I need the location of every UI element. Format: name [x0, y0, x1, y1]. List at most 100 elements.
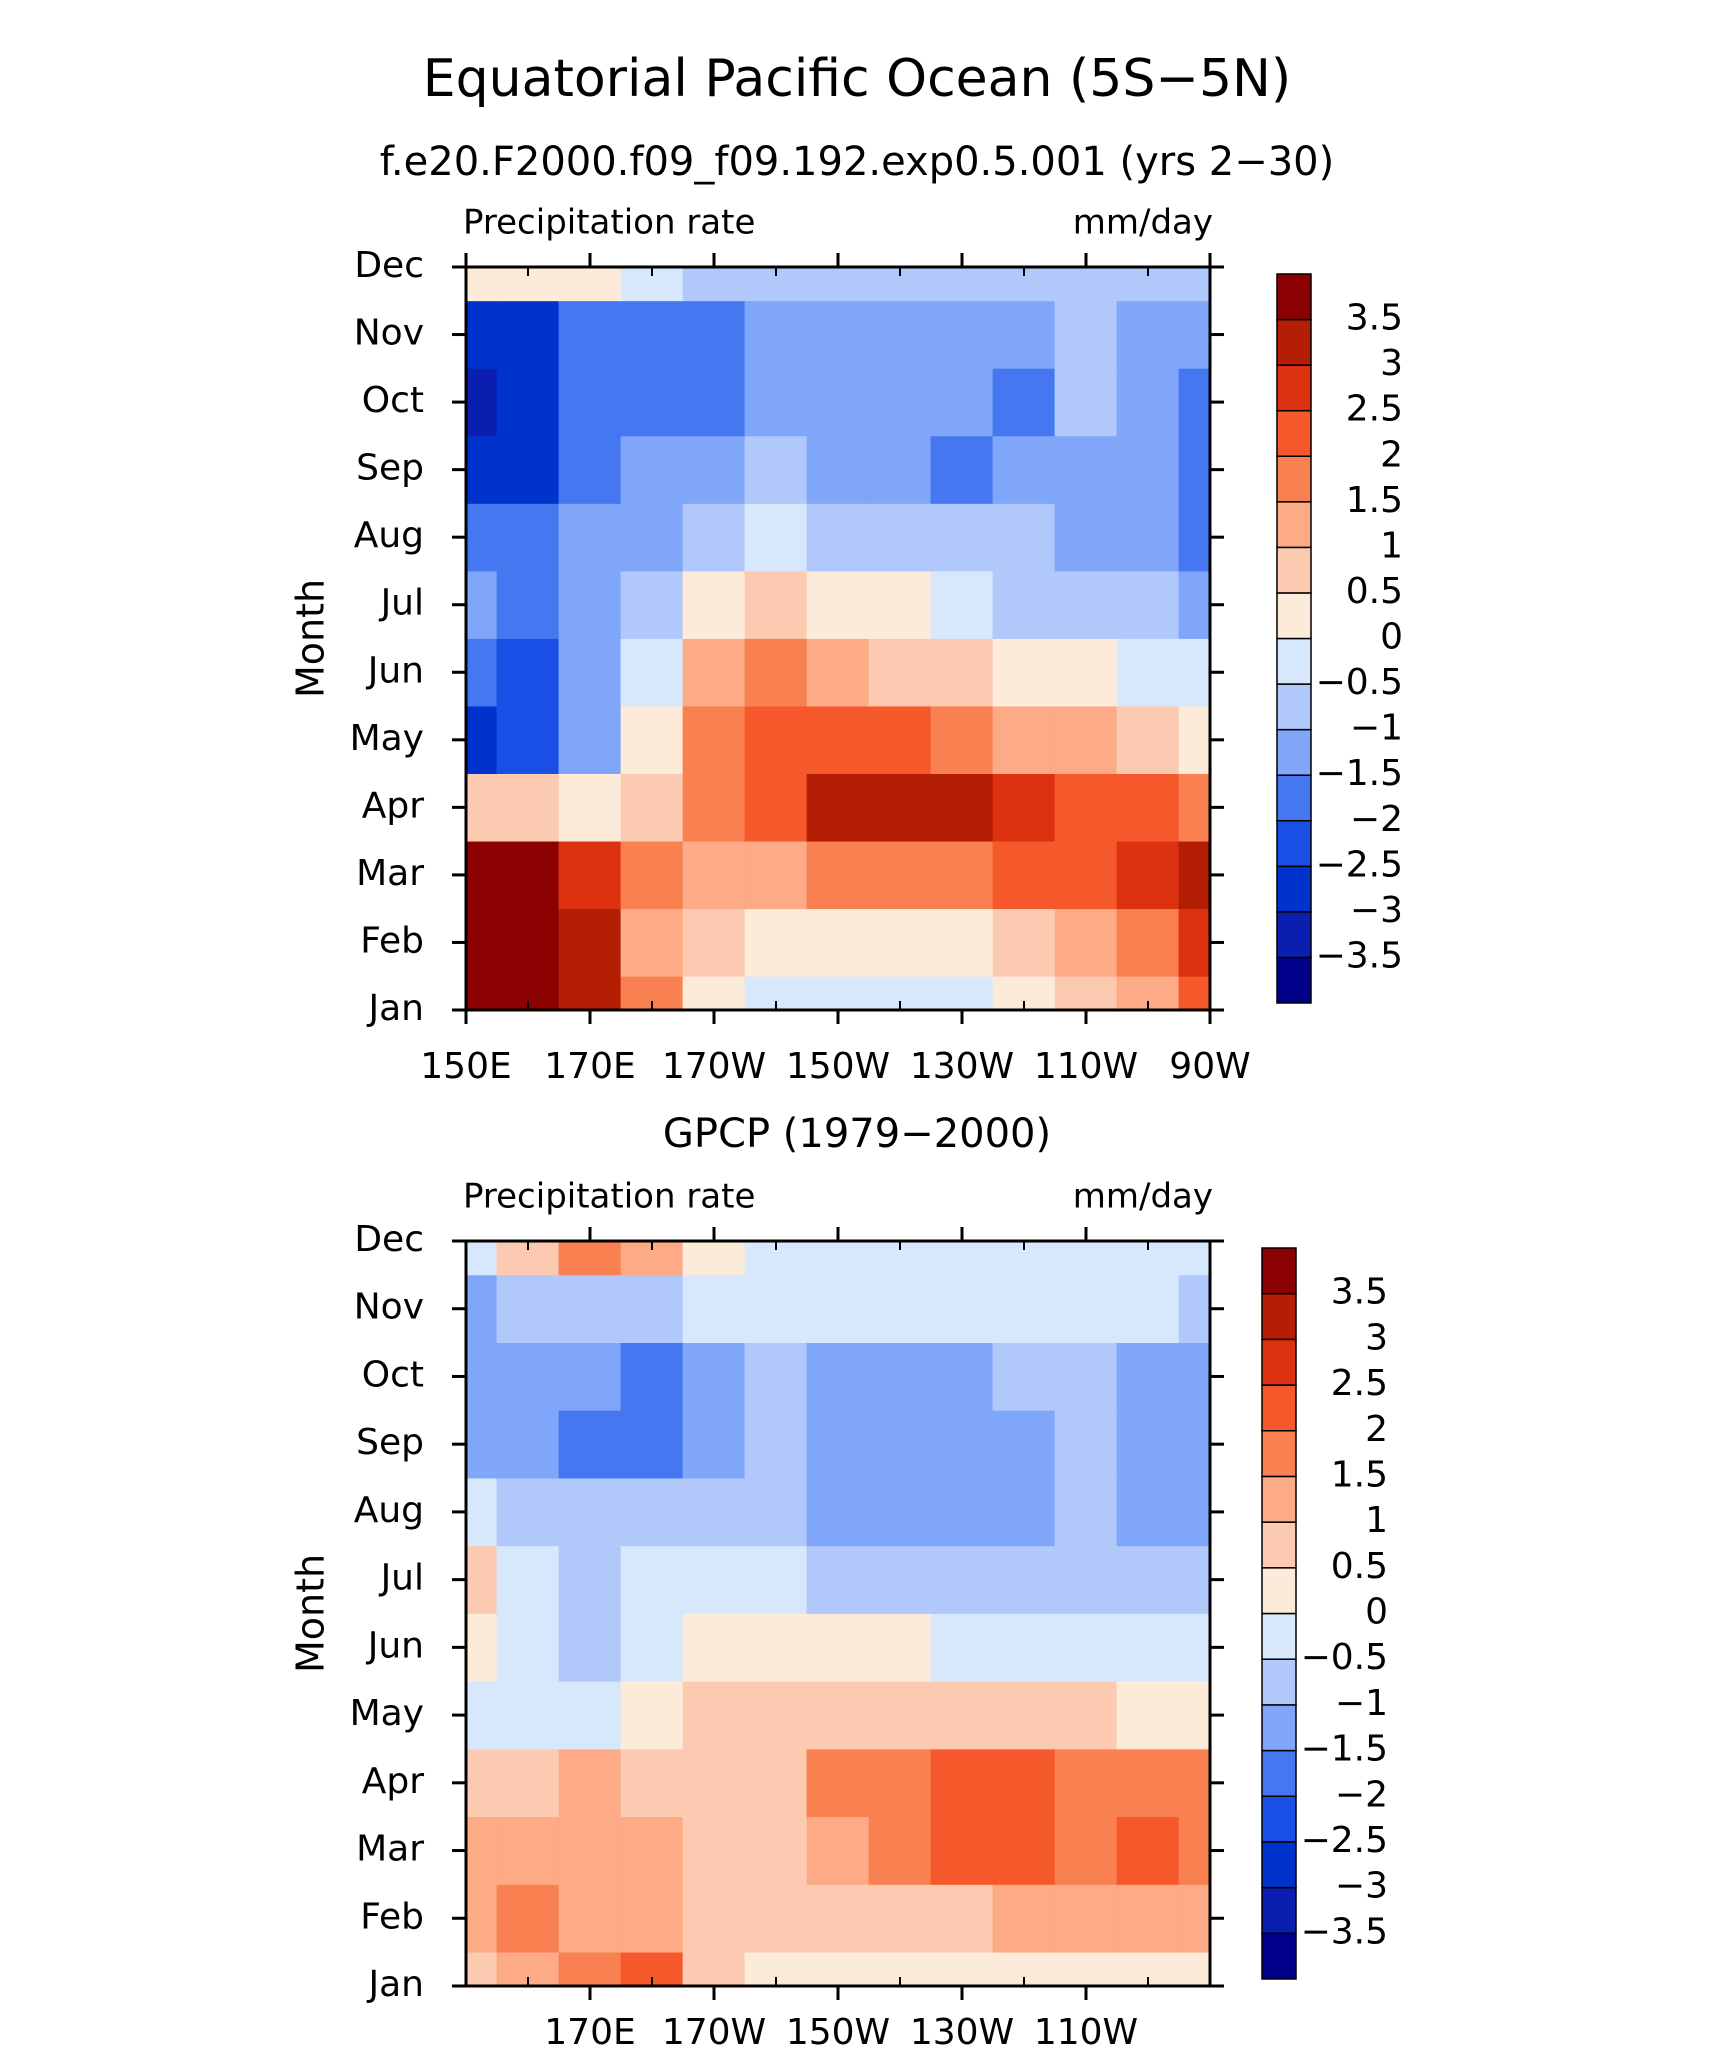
chart-subtitle: f.e20.F2000.f09_f09.192.exp0.5.001 (yrs … — [380, 139, 1334, 185]
x-tick-label: 170E — [544, 2012, 635, 2053]
contour-cell — [1178, 1409, 1211, 1479]
contour-cell — [1054, 1342, 1118, 1411]
contour-cell — [868, 1477, 932, 1547]
contour-cell — [806, 266, 870, 302]
colorbar-box — [1276, 273, 1312, 321]
y-tick-label: Aug — [354, 1490, 424, 1531]
contour-cell — [1116, 1477, 1180, 1547]
colorbar-label: −3 — [1350, 890, 1403, 931]
contour-cell — [558, 1680, 622, 1750]
contour-cell — [930, 1409, 994, 1479]
contour-cell — [868, 503, 932, 572]
contour-cell — [1054, 300, 1118, 369]
contour-cell — [465, 1680, 498, 1750]
contour-cell — [682, 1409, 746, 1479]
contour-cell — [806, 908, 870, 977]
contour-cell — [465, 705, 498, 774]
contour-cell — [682, 435, 746, 504]
contour-cell — [744, 435, 808, 504]
contour-cell — [465, 1613, 498, 1682]
contour-cell — [1054, 638, 1118, 707]
contour-cell — [806, 705, 870, 774]
contour-cell — [465, 975, 498, 1011]
contour-cell — [930, 638, 994, 707]
contour-cell — [744, 266, 808, 302]
contour-cell — [868, 367, 932, 437]
contour-cell — [1178, 705, 1211, 774]
contour-cell — [1116, 638, 1180, 707]
contour-cell — [1054, 1477, 1118, 1547]
colorbar-label: −1 — [1350, 708, 1403, 749]
contour-cell — [682, 1240, 746, 1276]
contour-cell — [682, 908, 746, 977]
contour-cell — [682, 503, 746, 572]
contour-cell — [465, 1884, 498, 1953]
y-tick-label: Jul — [379, 1558, 424, 1599]
contour-cell — [930, 773, 994, 842]
colorbar-box — [1261, 1932, 1297, 1980]
chart-title: Equatorial Pacific Ocean (5S−5N) — [423, 49, 1291, 109]
contour-cell — [930, 1477, 994, 1547]
contour-cell — [682, 840, 746, 910]
contour-cell — [806, 1884, 870, 1953]
contour-cell — [868, 300, 932, 369]
contour-cell — [682, 1884, 746, 1953]
contour-cell — [930, 1545, 994, 1614]
contour-cell — [682, 1951, 746, 1987]
contour-cell — [1116, 1816, 1180, 1885]
contour-cell — [1116, 1409, 1180, 1479]
contour-cell — [806, 1477, 870, 1547]
y-tick-label: Nov — [354, 313, 424, 354]
colorbar-label: 1.5 — [1331, 1454, 1388, 1495]
colorbar-box — [1261, 1292, 1297, 1341]
colorbar-box — [1261, 1795, 1297, 1843]
colorbar-box — [1276, 318, 1312, 366]
contour-cell — [558, 1816, 622, 1885]
contour-cell — [992, 773, 1056, 842]
contour-cell — [620, 1748, 684, 1818]
contour-cell — [744, 503, 808, 572]
colorbar-label: −3.5 — [1301, 1911, 1388, 1952]
contour-cell — [744, 908, 808, 977]
contour-cell — [868, 1884, 932, 1953]
y-tick-label: Sep — [356, 448, 424, 489]
colorbar-box — [1276, 911, 1312, 959]
contour-cell — [868, 1409, 932, 1479]
contour-cell — [1178, 1342, 1211, 1411]
contour-cell — [744, 1613, 808, 1682]
contour-cell — [465, 570, 498, 639]
contour-cell — [1116, 503, 1180, 572]
y-tick-label: Jan — [367, 1964, 425, 2005]
contour-cell — [558, 840, 622, 910]
colorbar-label: 0.5 — [1331, 1546, 1388, 1587]
y-tick-label: Jan — [367, 988, 425, 1029]
contour-cell — [992, 570, 1056, 639]
colorbar-label: −2.5 — [1301, 1820, 1388, 1861]
contour-cell — [1054, 266, 1118, 302]
contour-cell — [1054, 975, 1118, 1011]
contour-cell — [682, 1613, 746, 1682]
contour-cell — [868, 1342, 932, 1411]
contour-cell — [620, 1816, 684, 1885]
contour-cell — [744, 840, 808, 910]
x-tick-label: 110W — [1034, 2012, 1138, 2053]
contour-cell — [465, 1816, 498, 1885]
contour-cell — [868, 638, 932, 707]
contour-cell — [744, 638, 808, 707]
contour-cell — [930, 840, 994, 910]
colorbar-label: 1 — [1365, 1500, 1388, 1541]
contour-cell — [930, 1816, 994, 1885]
contour-cell — [1116, 435, 1180, 504]
contour-cell — [465, 773, 498, 842]
contour-cell — [1178, 638, 1211, 707]
contour-cell — [1178, 300, 1211, 369]
contour-cell — [558, 1409, 622, 1479]
contour-cell — [620, 1274, 684, 1343]
contour-cell — [682, 570, 746, 639]
contour-cell — [992, 1409, 1056, 1479]
contour-cell — [930, 1680, 994, 1750]
contour-cell — [465, 300, 498, 369]
contour-cell — [806, 773, 870, 842]
contour-cell — [992, 503, 1056, 572]
y-axis-label: Month — [289, 1554, 333, 1673]
